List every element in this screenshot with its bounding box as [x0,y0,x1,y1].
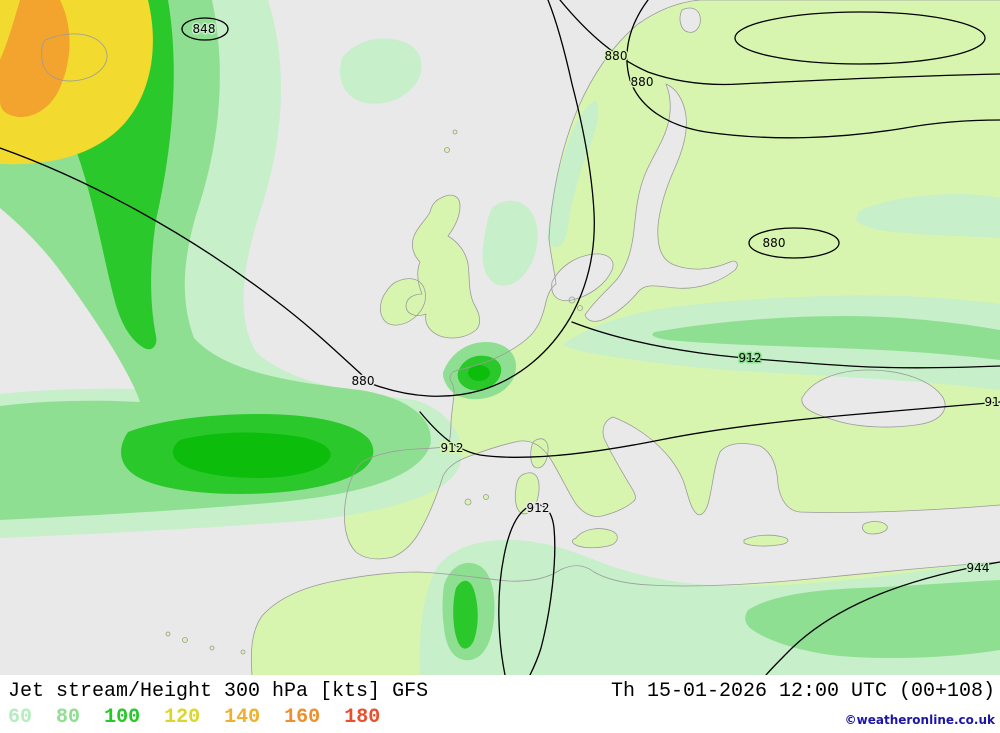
jet-60kt-norway-coast-strip [547,100,599,248]
contour-oval-top-right [734,11,986,65]
height-contours [0,0,1000,675]
jet-60kt-russia-band [856,194,1000,238]
contour-912-upper [571,321,1000,369]
land-crete [744,535,788,547]
contour-880-north-b [626,0,1000,139]
jet-100kt-algeria-streak [453,580,478,649]
land-ireland [380,278,426,326]
contour-label-880: 880 [605,49,628,63]
contour-848-oval [181,17,229,41]
land-sicily [572,528,618,548]
contour-label-880: 880 [763,236,786,250]
sea-black-sea [801,370,946,428]
jet-60kt-faroe-patch [340,38,422,104]
land-cyprus [862,521,888,534]
contour-label-880: 880 [352,374,375,388]
contour-label-912: 912 [441,441,464,455]
contour-label-944: 944 [967,561,990,575]
valid-datetime: Th 15-01-2026 12:00 UTC (00+108) [610,680,995,703]
land-island-dot [577,305,583,311]
land-island-dot [483,494,489,500]
contour-label-912: 912 [527,501,550,515]
contour-label-912: 912 [985,395,1000,409]
sea-baltic [585,84,738,322]
land-corsica [530,438,549,468]
jet-80kt-east-europe-core [652,316,1000,360]
jet-140kt-corner [0,0,70,118]
sea-overlays [551,8,946,428]
jet-80kt-levant-core [745,580,1000,658]
contour-880-north-a [559,0,1000,86]
land-island-dot [182,637,188,643]
contour-label-912: 912 [739,351,762,365]
coastlines [41,0,1000,675]
caption-bar: Jet stream/Height 300 hPa [kts] GFS Th 1… [0,675,1000,733]
copyright-link[interactable]: ©weatheronline.co.uk [844,713,995,727]
map-title: Jet stream/Height 300 hPa [kts] GFS [8,680,429,703]
legend-value-100: 100 [104,706,141,729]
legend-value-140: 140 [224,706,261,729]
land-island-dot [453,130,457,134]
jet-100kt-channel-inner [468,365,490,381]
jet-stream-shading [0,0,1000,675]
contour-912-france [419,401,1000,458]
contour-880-west [0,0,595,397]
land-island-dot [210,646,214,650]
land-sardinia [515,472,540,514]
sea-white-sea [680,8,701,33]
land-island-dot [444,147,450,153]
contour-880-small-oval [748,227,840,259]
legend-value-60: 60 [8,706,33,729]
contour-label-group: 848 880 880 880 880 912 912 912 912 944 [191,21,1000,577]
contour-label-880: 880 [631,75,654,89]
sea-skagerrak [551,253,614,301]
legend-scale: 60 80 100 120 140 160 180 [8,706,392,729]
contour-912-med-loop [498,504,556,675]
land-island-dot [166,632,170,636]
jet-100kt-biscay-inner [172,432,331,478]
legend-value-120: 120 [164,706,201,729]
land-island-dot [465,499,471,505]
legend-value-160: 160 [284,706,321,729]
legend-value-80: 80 [56,706,81,729]
land-island-dot [241,650,245,654]
weather-map: 848 880 880 880 880 912 912 912 912 944 [0,0,1000,675]
contour-label-848: 848 [193,22,216,36]
jet-60kt-north-sea-patch [482,200,538,286]
legend-value-180: 180 [344,706,381,729]
contour-944-southeast [765,561,1000,675]
